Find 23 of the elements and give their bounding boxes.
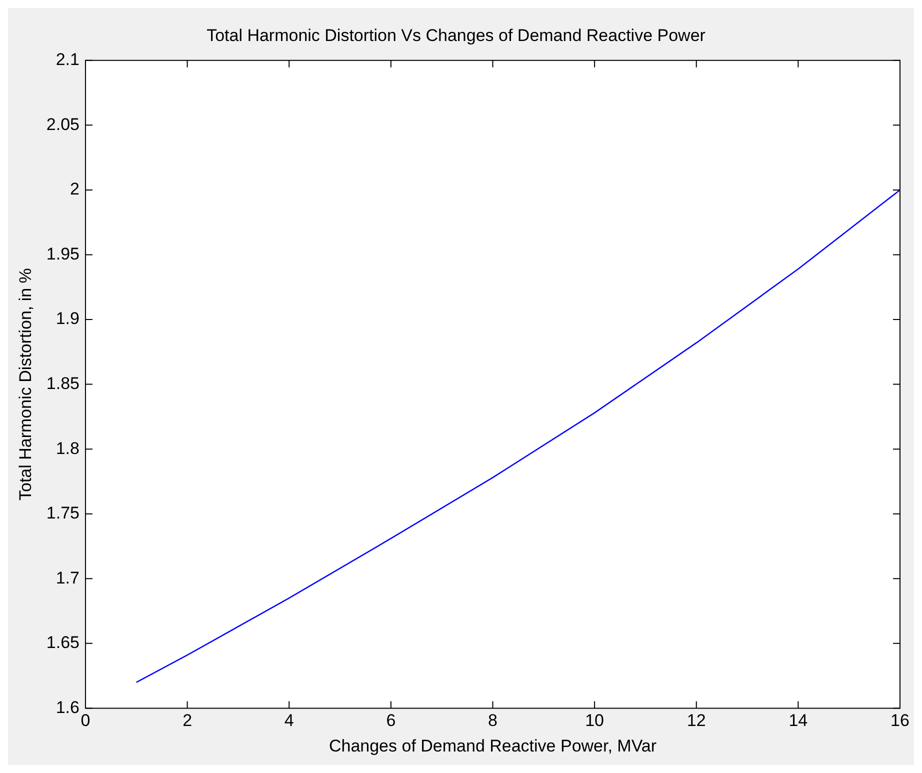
chart-title: Total Harmonic Distortion Vs Changes of Demand Reactive Power xyxy=(206,26,706,45)
y-tick-label: 1.95 xyxy=(46,244,80,264)
x-tick-label: 12 xyxy=(686,711,706,730)
y-tick-label: 1.8 xyxy=(56,438,80,458)
x-tick-label: 10 xyxy=(585,711,604,730)
y-tick-label: 2.1 xyxy=(56,50,80,70)
x-tick-label: 14 xyxy=(788,711,808,730)
y-tick-label: 1.65 xyxy=(46,633,80,652)
x-tick-label: 16 xyxy=(890,711,910,730)
y-tick-label: 1.7 xyxy=(56,568,80,588)
y-tick-label: 1.75 xyxy=(46,504,80,523)
x-tick-label: 2 xyxy=(182,711,192,730)
x-tick-label: 0 xyxy=(80,711,90,730)
y-tick-label: 2.05 xyxy=(46,114,80,134)
y-tick-label: 1.9 xyxy=(56,309,80,328)
y-axis-title: Total Harmonic Distortion, in % xyxy=(16,268,35,501)
x-tick-label: 4 xyxy=(284,711,294,730)
x-tick-label: 6 xyxy=(386,711,396,730)
y-tick-label: 1.85 xyxy=(46,374,80,393)
x-tick-label: 8 xyxy=(488,711,498,730)
x-axis-title: Changes of Demand Reactive Power, MVar xyxy=(328,736,657,756)
y-tick-label: 1.6 xyxy=(56,698,80,717)
y-tick-label: 2 xyxy=(70,180,80,199)
